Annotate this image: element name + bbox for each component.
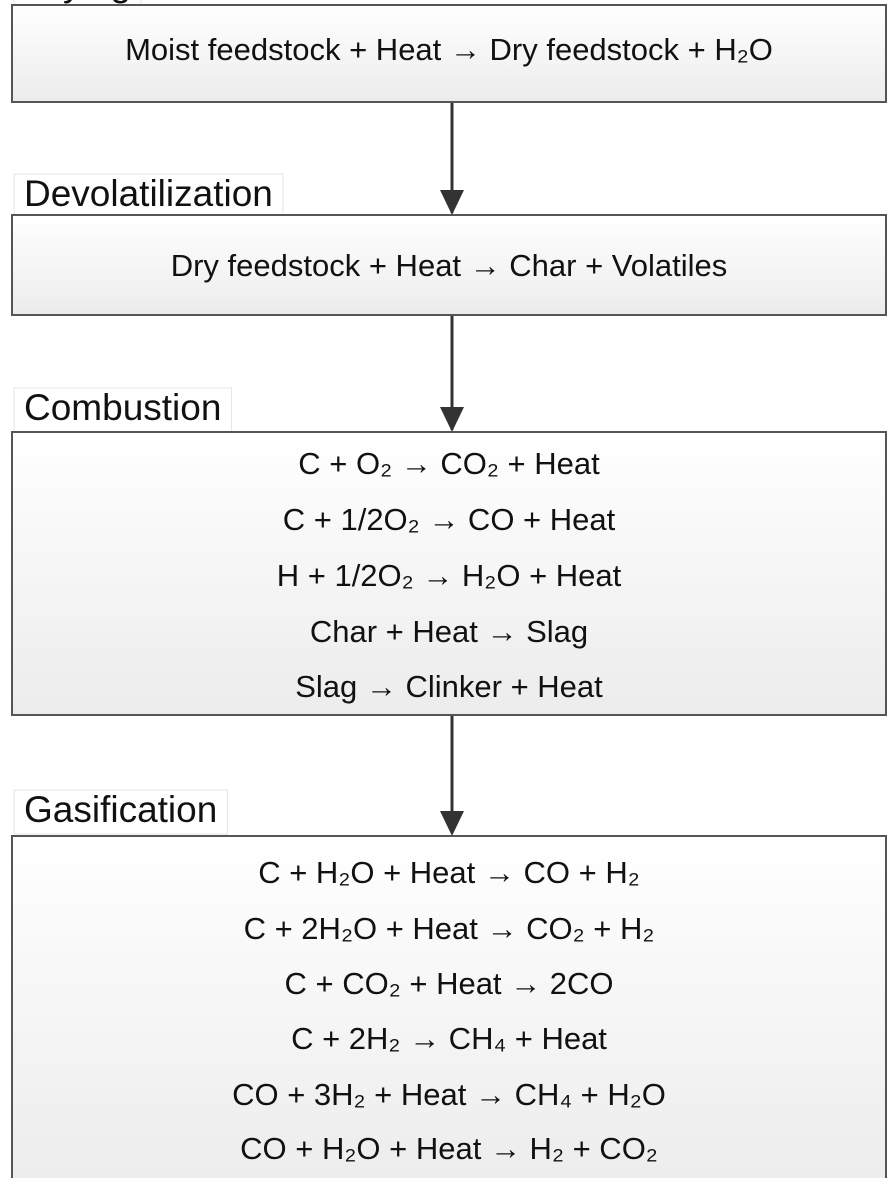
equation: C + O₂ → CO₂ + Heat — [298, 446, 600, 481]
equation: Slag → Clinker + Heat — [295, 669, 603, 704]
equation: Char + Heat → Slag — [310, 614, 588, 649]
stage-label: Devolatilization — [24, 173, 273, 214]
label-background — [13, 387, 232, 433]
stage-box — [11, 835, 887, 1178]
equation: H + 1/2O₂ → H₂O + Heat — [277, 558, 622, 593]
stage-label: Gasification — [24, 789, 217, 830]
equation: CO + 3H₂ + Heat → CH₄ + H₂O — [232, 1077, 666, 1112]
label-background — [13, 789, 228, 835]
stage-label: Combustion — [24, 387, 221, 428]
stage-label: Drying — [24, 0, 131, 4]
equation: C + 1/2O₂ → CO + Heat — [283, 502, 616, 537]
equation: C + 2H₂ → CH₄ + Heat — [291, 1021, 607, 1056]
stage-box — [11, 4, 887, 103]
stages: Drying Moist feedstock + Heat → Dry feeds… — [11, 0, 887, 1178]
equation: Moist feedstock + Heat → Dry feedstock +… — [125, 32, 773, 67]
equation: C + 2H₂O + Heat → CO₂ + H₂ — [244, 911, 655, 946]
stage-box — [11, 431, 887, 716]
equation: C + CO₂ + Heat → 2CO — [284, 966, 613, 1001]
equation: CO + H₂O + Heat → H₂ + CO₂ — [240, 1131, 658, 1166]
arrow-head — [440, 407, 464, 432]
stage-box — [11, 214, 887, 316]
equation: C + H₂O + Heat → CO + H₂ — [258, 855, 640, 890]
equation: Dry feedstock + Heat → Char + Volatiles — [171, 248, 728, 283]
arrow-head — [440, 190, 464, 215]
label-background — [13, 173, 284, 219]
arrow-head — [440, 811, 464, 836]
